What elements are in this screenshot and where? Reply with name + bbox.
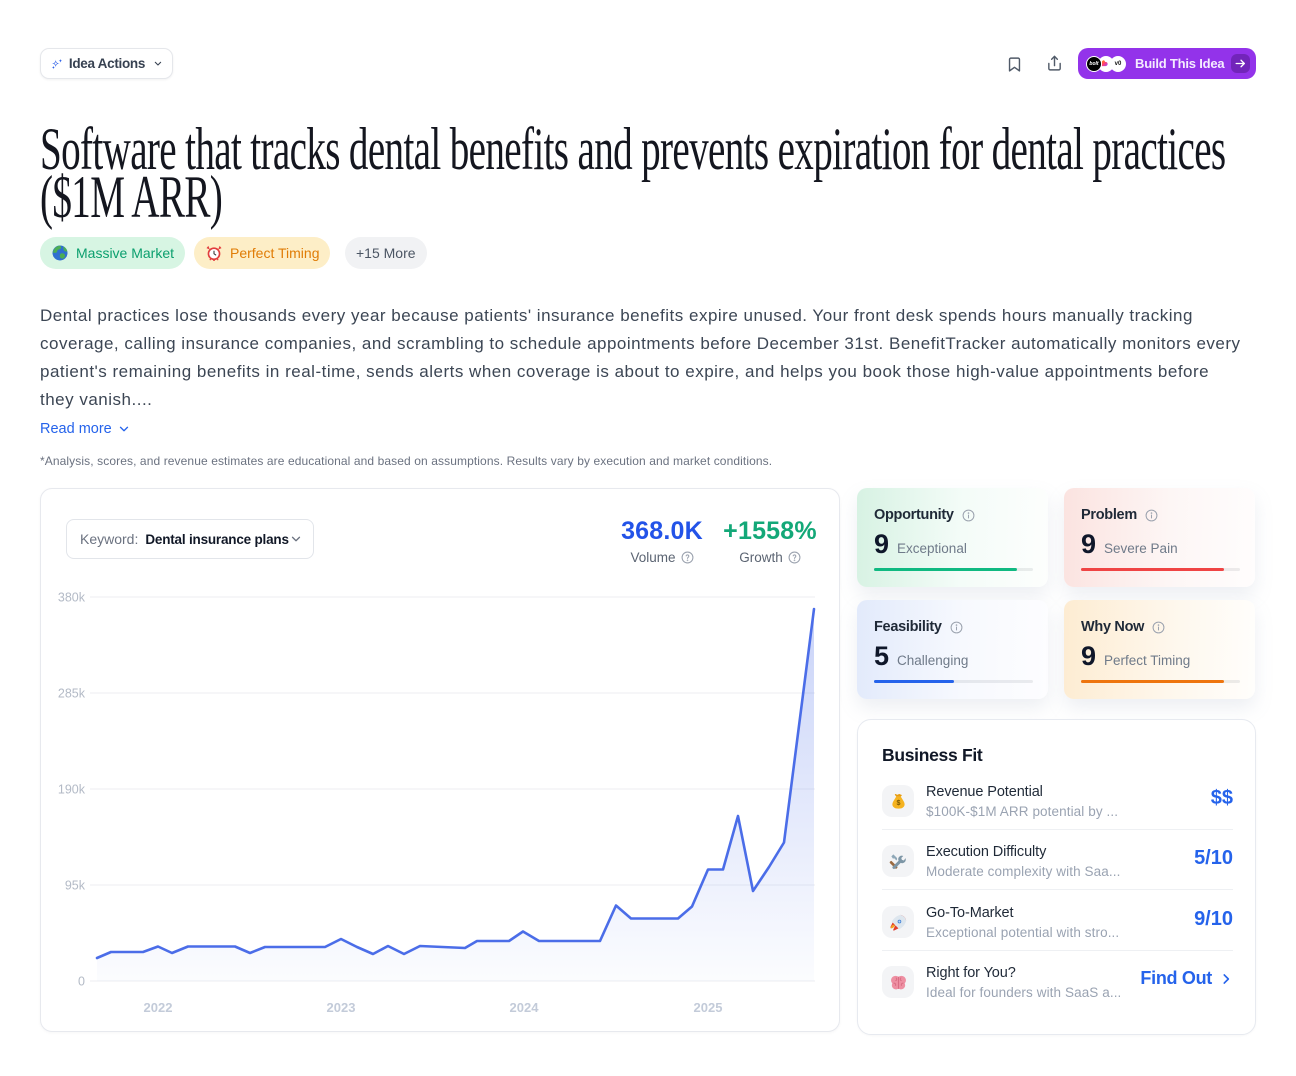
svg-text:380k: 380k	[58, 591, 86, 605]
svg-text:95k: 95k	[65, 879, 86, 893]
svg-text:0: 0	[78, 975, 85, 989]
svg-text:285k: 285k	[58, 687, 86, 701]
svg-text:$: $	[896, 799, 900, 807]
svg-text:2024: 2024	[510, 1000, 540, 1015]
svg-text:190k: 190k	[58, 783, 86, 797]
svg-text:2025: 2025	[694, 1000, 723, 1015]
svg-text:2023: 2023	[327, 1000, 356, 1015]
svg-text:2022: 2022	[144, 1000, 173, 1015]
